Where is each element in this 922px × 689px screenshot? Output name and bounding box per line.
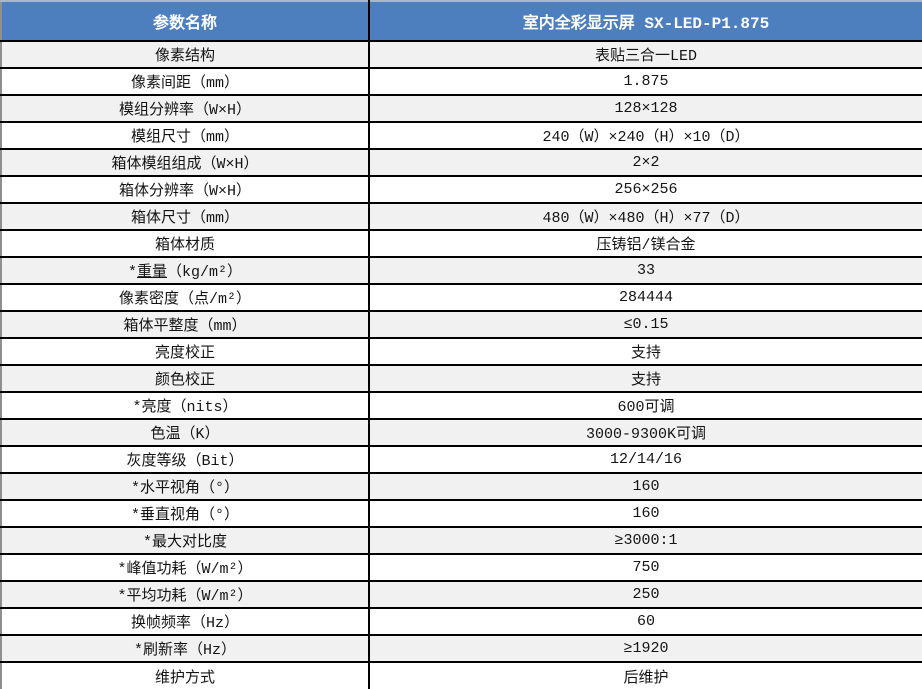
param-label: *垂直视角（°） [0, 499, 370, 528]
param-value: 160 [368, 499, 922, 528]
table-row: 箱体尺寸（mm） 480（W）×480（H）×77（D） [0, 202, 922, 231]
param-value: 3000-9300K可调 [368, 418, 922, 447]
param-value: ≥3000:1 [368, 526, 922, 555]
header-param-name: 参数名称 [0, 0, 370, 42]
table-row: *最大对比度 ≥3000:1 [0, 526, 922, 555]
param-value: ≥1920 [368, 634, 922, 663]
param-value: 250 [368, 580, 922, 609]
param-value: 后维护 [368, 661, 922, 689]
param-label: 换帧频率（Hz） [0, 607, 370, 636]
param-value: 表贴三合一LED [368, 40, 922, 69]
param-value: 2×2 [368, 148, 922, 177]
param-label: 颜色校正 [0, 364, 370, 393]
table-row: *重量（kg/m²） 33 [0, 256, 922, 285]
table-header-row: 参数名称 室内全彩显示屏 SX-LED-P1.875 [0, 0, 922, 42]
table-row: 灰度等级（Bit） 12/14/16 [0, 445, 922, 474]
table-row: *垂直视角（°） 160 [0, 499, 922, 528]
param-label: *水平视角（°） [0, 472, 370, 501]
table-row: 箱体分辨率（W×H） 256×256 [0, 175, 922, 204]
param-label: 亮度校正 [0, 337, 370, 366]
param-value: 支持 [368, 364, 922, 393]
param-value: 60 [368, 607, 922, 636]
param-value: 压铸铝/镁合金 [368, 229, 922, 258]
table-row: 色温（K） 3000-9300K可调 [0, 418, 922, 447]
param-label: 模组尺寸（mm） [0, 121, 370, 150]
param-label: *亮度（nits） [0, 391, 370, 420]
table-row: 像素密度（点/m²） 284444 [0, 283, 922, 312]
param-value: 284444 [368, 283, 922, 312]
table-row: 维护方式 后维护 [0, 661, 922, 689]
param-value: 750 [368, 553, 922, 582]
table-row: 像素间距（mm） 1.875 [0, 67, 922, 96]
table-row: 颜色校正 支持 [0, 364, 922, 393]
param-value: 160 [368, 472, 922, 501]
table-row: 箱体平整度（mm） ≤0.15 [0, 310, 922, 339]
param-label: *峰值功耗（W/m²） [0, 553, 370, 582]
param-label: 像素间距（mm） [0, 67, 370, 96]
param-label: 色温（K） [0, 418, 370, 447]
param-label: 灰度等级（Bit） [0, 445, 370, 474]
spec-table-body: 像素结构 表贴三合一LED 像素间距（mm） 1.875 模组分辨率（W×H） 128×1… [0, 40, 922, 689]
table-row: 箱体材质 压铸铝/镁合金 [0, 229, 922, 258]
param-value: 480（W）×480（H）×77（D） [368, 202, 922, 231]
underlined-label-part: 重量 [136, 264, 167, 281]
param-value: 1.875 [368, 67, 922, 96]
param-value: 240（W）×240（H）×10（D） [368, 121, 922, 150]
param-label: 箱体平整度（mm） [0, 310, 370, 339]
param-label: *刷新率（Hz） [0, 634, 370, 663]
param-label: 箱体材质 [0, 229, 370, 258]
param-value: 128×128 [368, 94, 922, 123]
param-label: *重量（kg/m²） [0, 256, 370, 285]
table-row: *水平视角（°） 160 [0, 472, 922, 501]
param-label: *平均功耗（W/m²） [0, 580, 370, 609]
param-label: 模组分辨率（W×H） [0, 94, 370, 123]
param-label: 箱体分辨率（W×H） [0, 175, 370, 204]
param-value: ≤0.15 [368, 310, 922, 339]
table-row: 箱体模组组成（W×H） 2×2 [0, 148, 922, 177]
table-row: 亮度校正 支持 [0, 337, 922, 366]
table-row: 换帧频率（Hz） 60 [0, 607, 922, 636]
param-label: *最大对比度 [0, 526, 370, 555]
table-row: *亮度（nits） 600可调 [0, 391, 922, 420]
param-label: 箱体模组组成（W×H） [0, 148, 370, 177]
table-row: 模组分辨率（W×H） 128×128 [0, 94, 922, 123]
table-row: *刷新率（Hz） ≥1920 [0, 634, 922, 663]
param-value: 256×256 [368, 175, 922, 204]
param-label: 像素结构 [0, 40, 370, 69]
param-label: 像素密度（点/m²） [0, 283, 370, 312]
header-product-name: 室内全彩显示屏 SX-LED-P1.875 [368, 0, 922, 42]
table-row: *峰值功耗（W/m²） 750 [0, 553, 922, 582]
table-row: *平均功耗（W/m²） 250 [0, 580, 922, 609]
param-label: 箱体尺寸（mm） [0, 202, 370, 231]
param-value: 12/14/16 [368, 445, 922, 474]
table-row: 像素结构 表贴三合一LED [0, 40, 922, 69]
param-value: 33 [368, 256, 922, 285]
table-row: 模组尺寸（mm） 240（W）×240（H）×10（D） [0, 121, 922, 150]
param-value: 支持 [368, 337, 922, 366]
param-value: 600可调 [368, 391, 922, 420]
param-label: 维护方式 [0, 661, 370, 689]
